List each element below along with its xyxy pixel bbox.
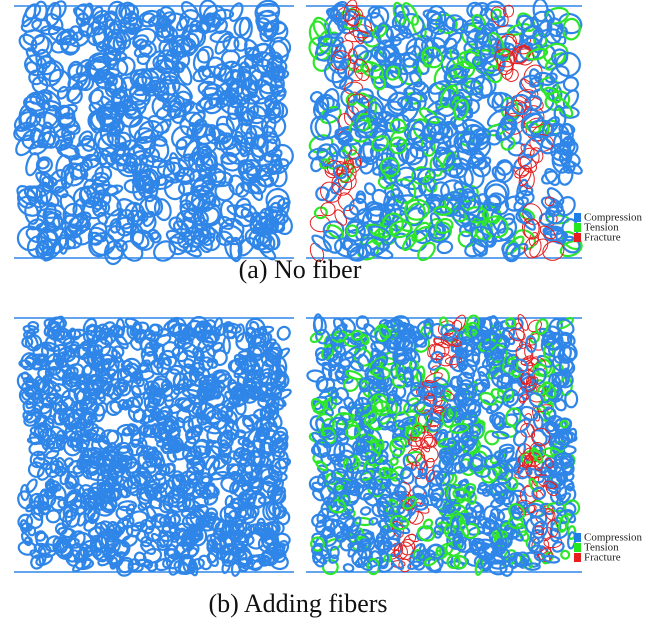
force-chain [565,391,577,408]
force-chain [68,328,76,339]
force-chain [415,240,438,263]
legend-swatch [574,213,581,222]
force-chain [136,52,150,65]
force-chain [139,414,153,425]
force-chain [389,457,399,466]
force-chain [120,533,138,548]
caption: (b) Adding fibers [208,589,387,618]
legend-swatch [574,533,581,542]
legend-swatch [574,543,581,552]
force-chain [561,421,568,428]
legend-label: Fracture [584,232,621,244]
force-chain [48,0,68,22]
force-chain [163,317,180,331]
force-chain [228,480,240,495]
legend-swatch [574,233,581,242]
force-chain [505,318,516,328]
panels [11,0,584,579]
force-chain [321,202,336,215]
force-chain [275,325,291,342]
force-chain [343,563,354,572]
force-chain [356,191,366,203]
legend-label: Fracture [584,552,621,564]
force-chain [147,229,160,241]
legend-swatch [574,223,581,232]
force-chain [309,397,327,417]
force-chain [316,178,345,206]
caption: (a) No fiber [239,255,362,284]
force-chain [58,499,67,509]
force-chain [545,186,566,207]
force-chain [63,457,74,468]
legend-swatch [574,553,581,562]
force-chain [360,506,371,516]
force-chain [563,76,580,92]
